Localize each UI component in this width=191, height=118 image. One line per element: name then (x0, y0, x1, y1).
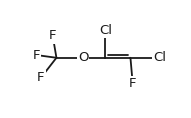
Text: F: F (129, 77, 136, 90)
Text: Cl: Cl (153, 51, 166, 64)
Text: Cl: Cl (99, 24, 112, 37)
Text: F: F (37, 71, 45, 84)
Text: F: F (49, 30, 57, 42)
Text: F: F (33, 48, 40, 62)
Text: O: O (78, 51, 88, 64)
